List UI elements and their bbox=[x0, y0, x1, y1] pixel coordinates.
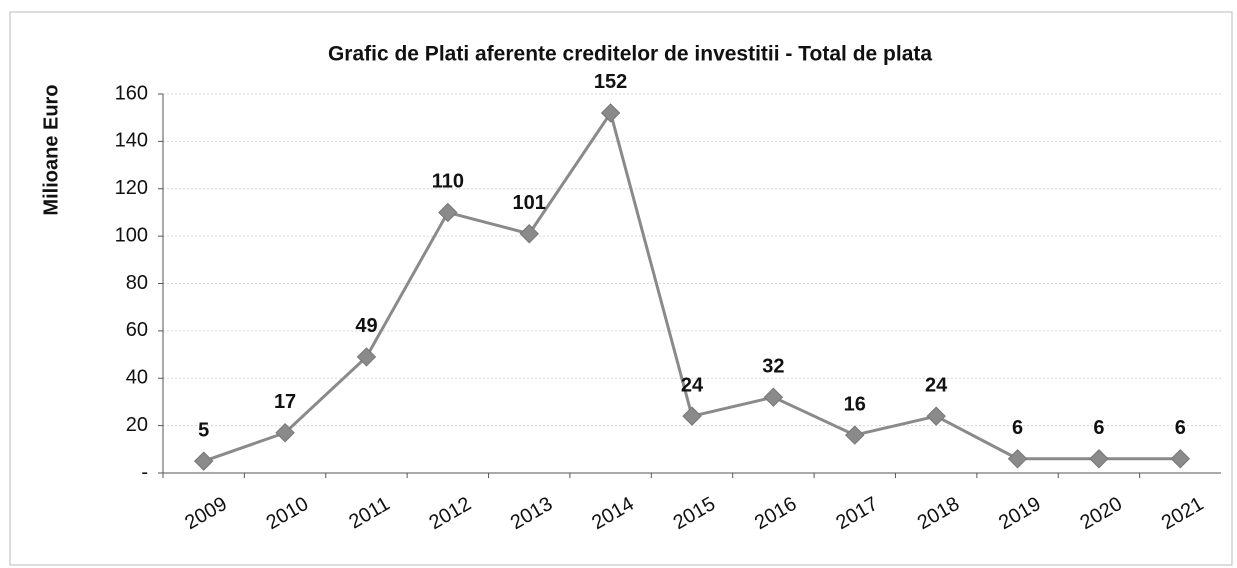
marker bbox=[356, 347, 377, 367]
data-label: 32 bbox=[762, 355, 784, 377]
data-label: 6 bbox=[1175, 417, 1186, 439]
y-tick-label: 120 bbox=[115, 177, 148, 199]
x-tick-label: 2010 bbox=[263, 493, 313, 534]
chart-title: Grafic de Plati aferente creditelor de i… bbox=[328, 43, 932, 66]
x-tick-label: 2016 bbox=[751, 493, 801, 534]
data-label: 5 bbox=[198, 419, 209, 441]
x-tick-label: 2011 bbox=[345, 493, 393, 534]
x-tick-label: 2019 bbox=[995, 493, 1045, 534]
marker bbox=[926, 406, 946, 426]
y-tick-label: 40 bbox=[126, 367, 148, 389]
x-tick-label: 2013 bbox=[507, 493, 557, 534]
marker bbox=[763, 387, 784, 407]
marker bbox=[275, 423, 295, 443]
x-tick-label: 2017 bbox=[832, 493, 882, 534]
marker bbox=[1170, 449, 1191, 469]
data-label: 17 bbox=[274, 391, 296, 413]
x-tick-label: 2009 bbox=[181, 493, 231, 534]
marker bbox=[1007, 449, 1028, 469]
marker bbox=[845, 425, 865, 445]
marker bbox=[1089, 449, 1109, 469]
data-label: 24 bbox=[681, 374, 704, 396]
data-label: 49 bbox=[355, 315, 377, 337]
data-label: 6 bbox=[1012, 417, 1023, 439]
data-label: 110 bbox=[432, 171, 464, 193]
x-tick-label: 2012 bbox=[425, 493, 475, 534]
x-tick-label: 2015 bbox=[670, 493, 720, 534]
x-tick-label: 2014 bbox=[588, 493, 638, 534]
data-label: 16 bbox=[844, 393, 866, 415]
marker bbox=[438, 202, 458, 223]
y-tick-label: 60 bbox=[126, 319, 148, 341]
marker bbox=[193, 451, 214, 471]
marker bbox=[519, 224, 539, 244]
data-label: 6 bbox=[1093, 417, 1104, 439]
y-tick-label: 100 bbox=[115, 224, 148, 246]
data-label: 24 bbox=[925, 374, 948, 396]
x-tick-label: 2020 bbox=[1077, 493, 1127, 534]
y-tick-label: 160 bbox=[115, 82, 148, 104]
y-axis-label: Milioane Euro bbox=[40, 84, 62, 215]
y-tick-label: 140 bbox=[115, 130, 148, 152]
data-label: 152 bbox=[594, 71, 627, 93]
x-tick-label: 2018 bbox=[914, 493, 964, 534]
marker bbox=[682, 406, 702, 426]
marker bbox=[600, 103, 621, 123]
y-tick-label: 20 bbox=[126, 414, 148, 436]
y-tick-label: - bbox=[141, 461, 148, 483]
data-label: 101 bbox=[513, 192, 546, 214]
chart-border bbox=[9, 11, 1233, 566]
y-tick-label: 80 bbox=[126, 272, 148, 294]
x-tick-label: 2021 bbox=[1158, 493, 1208, 534]
